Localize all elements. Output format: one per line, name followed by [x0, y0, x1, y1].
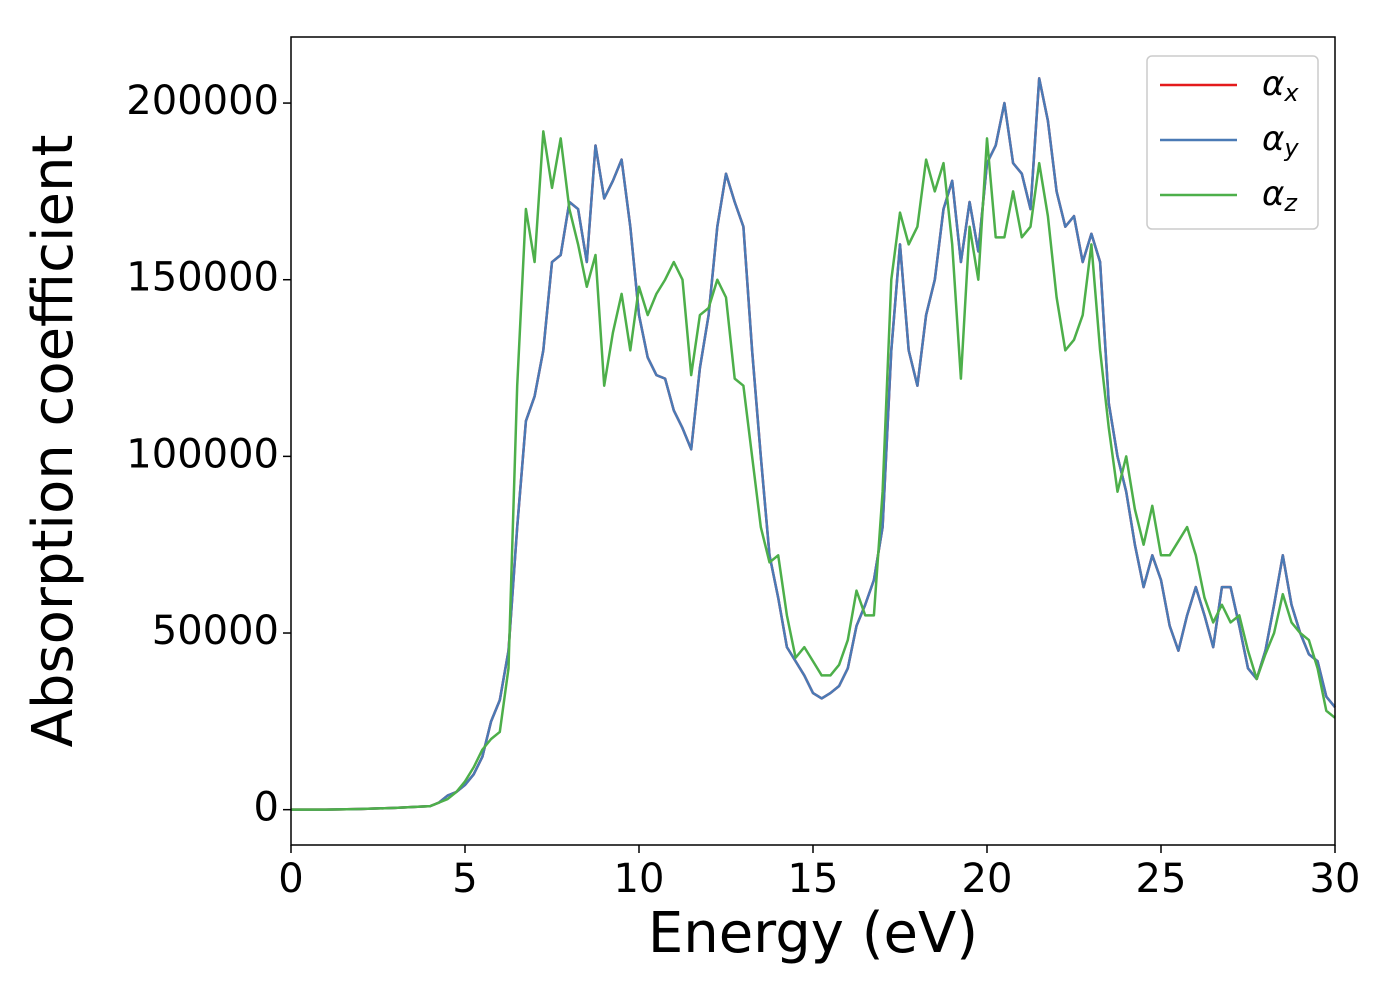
plot-frame	[290, 36, 1336, 846]
y-tick-label: 200000	[126, 78, 279, 124]
y-tick-label: 0	[254, 785, 279, 831]
x-tick-label: 15	[788, 856, 839, 902]
series-line	[291, 130, 1336, 811]
legend-label: αx	[1262, 64, 1299, 108]
x-tick-label: 25	[1136, 856, 1187, 902]
x-tick-label: 30	[1310, 856, 1361, 902]
x-axis-label: Energy (eV)	[648, 901, 978, 966]
x-tick-label: 10	[614, 856, 665, 902]
y-tick-label: 100000	[126, 431, 279, 477]
y-tick-label: 50000	[152, 608, 279, 654]
y-axis-label: Absorption coefficient	[21, 135, 86, 748]
x-tick-label: 20	[962, 856, 1013, 902]
legend-box	[1146, 55, 1319, 230]
y-tick-label: 150000	[126, 255, 279, 301]
x-tick-label: 0	[278, 856, 303, 902]
legend-label: αz	[1262, 174, 1298, 218]
x-tick-label: 5	[452, 856, 477, 902]
legend-label: αy	[1262, 119, 1299, 163]
series-line	[291, 77, 1336, 811]
